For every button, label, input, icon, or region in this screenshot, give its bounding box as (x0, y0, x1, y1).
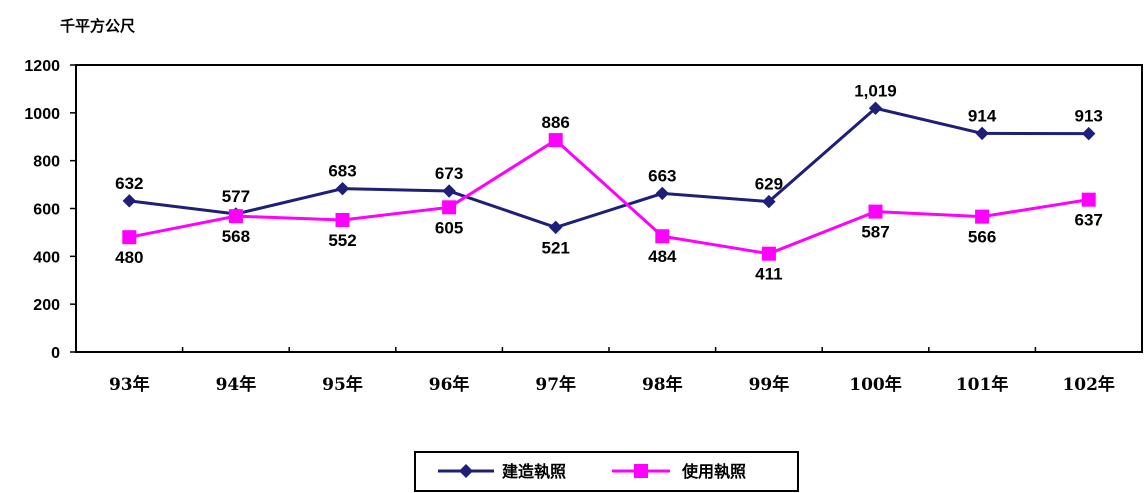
data-label-1: 886 (542, 113, 570, 132)
data-point-1 (228, 209, 243, 224)
y-tick-label: 1000 (24, 106, 60, 123)
data-label-0: 632 (115, 174, 143, 193)
data-point-1 (122, 230, 137, 245)
data-point-1 (761, 246, 776, 261)
data-point-1 (655, 229, 670, 244)
x-axis: 93年 94年 95年 96年 97年 98年 99年 100年 101年 102年 (75, 347, 1143, 395)
data-point-1 (548, 133, 563, 148)
data-label-1: 484 (648, 247, 677, 266)
x-tick-label: 100年 (849, 374, 902, 395)
data-point-0 (335, 181, 350, 196)
x-tick-label: 98年 (642, 374, 683, 395)
data-point-0 (122, 194, 137, 208)
data-label-1: 568 (222, 227, 250, 246)
data-label-1: 552 (328, 231, 356, 250)
data-label-1: 480 (115, 248, 143, 267)
x-tick-label: 95年 (322, 374, 363, 395)
legend-label-usage: 使用執照 (681, 462, 746, 481)
y-axis: 0 200 400 600 800 1000 1200 (24, 58, 76, 362)
series-line-1 (129, 138, 1089, 256)
y-tick-label: 800 (33, 154, 60, 171)
data-label-0: 663 (648, 166, 676, 185)
data-point-0 (548, 220, 563, 235)
data-label-1: 637 (1075, 211, 1103, 230)
legend: 建造執照 使用執照 (414, 451, 799, 492)
y-tick-label: 400 (33, 249, 60, 266)
data-point-1 (335, 212, 350, 227)
data-point-0 (975, 126, 989, 141)
data-label-0: 914 (968, 106, 997, 125)
x-tick-label: 97年 (535, 374, 576, 395)
data-point-0 (762, 194, 776, 209)
data-point-1 (868, 204, 883, 219)
data-point-0 (655, 186, 670, 201)
x-tick-label: 93年 (109, 374, 150, 395)
y-tick-label: 200 (33, 297, 60, 314)
legend-label-construction: 建造執照 (502, 462, 566, 481)
series-layer (122, 101, 1096, 261)
legend-marker-usage (634, 464, 648, 478)
data-point-0 (868, 101, 883, 115)
data-label-1: 605 (435, 218, 463, 237)
data-label-0: 683 (328, 162, 356, 181)
data-label-0: 521 (542, 238, 570, 257)
unit-label: 千平方公尺 (60, 17, 135, 35)
x-tick-label: 102年 (1062, 374, 1115, 395)
data-label-0: 1,019 (854, 81, 897, 100)
x-tick-label: 96年 (429, 374, 470, 395)
data-label-1: 411 (755, 265, 782, 284)
data-label-0: 913 (1075, 107, 1103, 126)
data-point-1 (975, 209, 990, 224)
y-tick-label: 1200 (24, 58, 60, 75)
data-point-0 (442, 184, 456, 198)
data-labels: 632 577 683 673 521 663 629 1,019 914 913 480 568 55… (115, 81, 1103, 283)
series-line-0 (129, 106, 1089, 229)
data-label-1: 587 (861, 223, 889, 242)
data-point-1 (1081, 192, 1096, 207)
x-tick-label: 99年 (749, 374, 790, 395)
data-label-0: 673 (435, 164, 463, 183)
data-point-1 (442, 200, 457, 215)
data-point-0 (1081, 126, 1096, 141)
data-label-0: 577 (222, 187, 250, 206)
x-tick-label: 94年 (216, 374, 257, 395)
data-label-1: 566 (968, 228, 996, 247)
y-tick-label: 0 (51, 345, 60, 362)
legend-marker-construction (459, 464, 473, 478)
y-tick-label: 600 (33, 202, 60, 219)
data-label-0: 629 (755, 175, 783, 194)
x-tick-label: 101年 (956, 374, 1009, 395)
